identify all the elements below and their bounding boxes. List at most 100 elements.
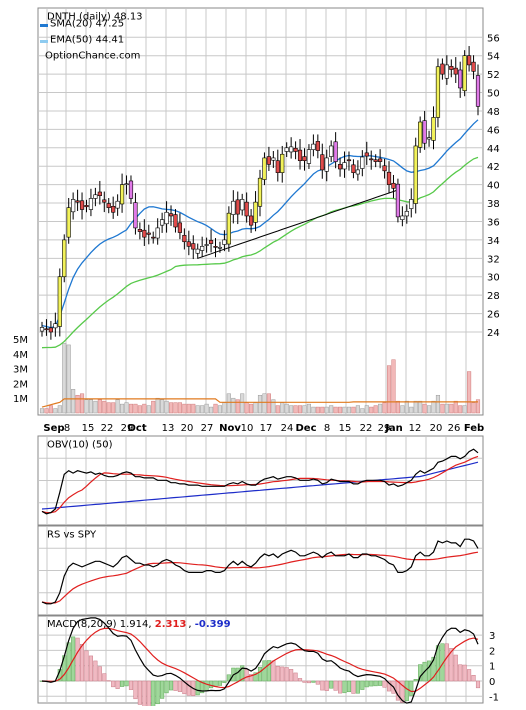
candle-body (306, 149, 312, 164)
volume-bar (124, 402, 129, 414)
candle-body (382, 165, 387, 172)
candle-body (431, 117, 436, 141)
macd-histogram-bar (306, 680, 311, 684)
price-tick-label: 36 (487, 217, 500, 228)
candle-body (226, 212, 231, 245)
macd-histogram-bar (235, 667, 240, 682)
candle-body (355, 169, 360, 175)
candle-body (240, 199, 245, 211)
candle-body (137, 229, 142, 232)
candle-body (333, 141, 338, 162)
macd-histogram-bar (120, 680, 125, 687)
macd-histogram-bar (413, 679, 418, 682)
volume-bar (133, 403, 138, 414)
volume-bar (382, 402, 387, 414)
volume-bar (75, 394, 80, 414)
macd-histogram-bar (146, 680, 151, 709)
long-term-average-line (197, 189, 399, 259)
candle-body (422, 120, 427, 144)
volume-bar (257, 394, 263, 414)
sma-legend-swatch (40, 24, 48, 27)
volume-bar (338, 406, 343, 414)
candle-body (378, 158, 383, 162)
candle-body (213, 246, 218, 248)
volume-bar (186, 403, 191, 414)
volume-bar (182, 403, 187, 414)
macd-histogram-bar (168, 680, 174, 691)
macd-layer (39, 617, 481, 709)
macd-tick-label: 1 (489, 662, 495, 673)
macd-histogram-bar (427, 660, 432, 682)
candle-body (146, 232, 151, 235)
macd-histogram-bar (355, 680, 360, 694)
volume-bar (97, 399, 102, 414)
date-label-Oct: Oct (127, 423, 146, 434)
date-label-27: 27 (201, 423, 214, 434)
candle-body (173, 214, 178, 228)
candle-body (453, 67, 458, 75)
volume-bar (293, 405, 298, 414)
volume-bar (253, 402, 258, 414)
macd-histogram-bar (346, 680, 352, 693)
volume-bar (449, 403, 454, 414)
macd-histogram-bar (400, 680, 405, 703)
volume-bar (271, 399, 276, 414)
macd-histogram-bar (369, 680, 374, 687)
macd-hist-value: -0.399 (195, 619, 231, 630)
volume-bar (284, 403, 289, 414)
price-tick-label: 44 (487, 144, 500, 155)
candle-body (346, 159, 352, 162)
candle-body (133, 202, 138, 229)
volume-bar (369, 406, 374, 414)
volume-bar (404, 400, 409, 414)
price-tick-label: 52 (487, 70, 500, 81)
volume-bar (53, 408, 58, 414)
macd-signal-value: 2.313 (155, 619, 187, 630)
candle-body (297, 149, 303, 161)
volume-bar (391, 359, 396, 414)
macd-tick-label: 3 (489, 631, 495, 642)
candle-body (62, 239, 67, 278)
macd-histogram-bar (338, 680, 343, 694)
volume-bar (302, 405, 307, 414)
macd-histogram-bar (79, 644, 85, 682)
volume-bar (453, 400, 458, 414)
macd-histogram-bar (311, 680, 316, 683)
candle-body (168, 213, 174, 217)
macd-histogram-bar (293, 672, 298, 682)
volume-bar (204, 403, 209, 414)
volume-bar (217, 405, 223, 414)
volume-tick-label: 1M (13, 394, 28, 405)
macd-histogram-bar (462, 664, 467, 682)
volume-bar (440, 403, 445, 414)
volume-bar (386, 365, 392, 414)
rs-line (41, 538, 479, 605)
candle-body (97, 191, 102, 196)
sma-legend-label: SMA(20) 47.25 (50, 18, 124, 29)
macd-histogram-bar (360, 680, 365, 690)
volume-bar (120, 403, 125, 414)
macd-histogram-bar (111, 680, 116, 688)
volume-bar (84, 399, 89, 414)
macd-histogram-bar (133, 680, 138, 700)
price-tick-label: 56 (487, 33, 500, 44)
candle-body (48, 327, 53, 333)
date-label-Feb: Feb (464, 423, 484, 434)
volume-bar (240, 393, 245, 414)
volume-bar (329, 405, 334, 414)
volume-bar (142, 403, 147, 414)
volume-bar (395, 400, 400, 414)
volume-tick-label: 3M (13, 365, 28, 376)
volume-bar (409, 406, 414, 414)
volume-bar (311, 406, 316, 414)
volume-bar (471, 402, 476, 414)
rs-layer (41, 538, 479, 605)
candle-body (284, 147, 289, 152)
date-label-26: 26 (448, 423, 461, 434)
date-label-15: 15 (82, 423, 95, 434)
date-label-12: 12 (409, 423, 422, 434)
macd-histogram-bar (364, 680, 369, 688)
candle-body (444, 64, 449, 79)
volume-bar (48, 405, 53, 414)
date-label-Nov: Nov (219, 423, 241, 434)
